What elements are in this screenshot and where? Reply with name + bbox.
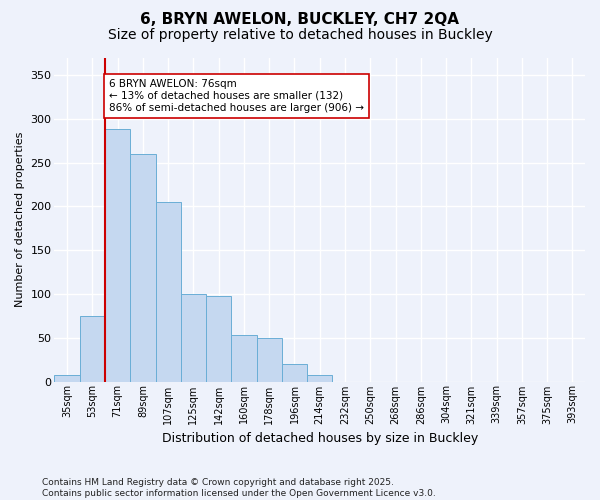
Y-axis label: Number of detached properties: Number of detached properties — [15, 132, 25, 307]
Bar — [181, 294, 206, 382]
Bar — [232, 335, 257, 382]
Text: 6, BRYN AWELON, BUCKLEY, CH7 2QA: 6, BRYN AWELON, BUCKLEY, CH7 2QA — [140, 12, 460, 28]
Bar — [55, 376, 80, 382]
Text: Size of property relative to detached houses in Buckley: Size of property relative to detached ho… — [107, 28, 493, 42]
Bar — [257, 338, 282, 382]
Bar — [130, 154, 155, 382]
Bar — [307, 376, 332, 382]
Text: 6 BRYN AWELON: 76sqm
← 13% of detached houses are smaller (132)
86% of semi-deta: 6 BRYN AWELON: 76sqm ← 13% of detached h… — [109, 80, 364, 112]
X-axis label: Distribution of detached houses by size in Buckley: Distribution of detached houses by size … — [161, 432, 478, 445]
Bar — [282, 364, 307, 382]
Bar — [105, 130, 130, 382]
Bar — [206, 296, 232, 382]
Bar — [80, 316, 105, 382]
Text: Contains HM Land Registry data © Crown copyright and database right 2025.
Contai: Contains HM Land Registry data © Crown c… — [42, 478, 436, 498]
Bar — [155, 202, 181, 382]
